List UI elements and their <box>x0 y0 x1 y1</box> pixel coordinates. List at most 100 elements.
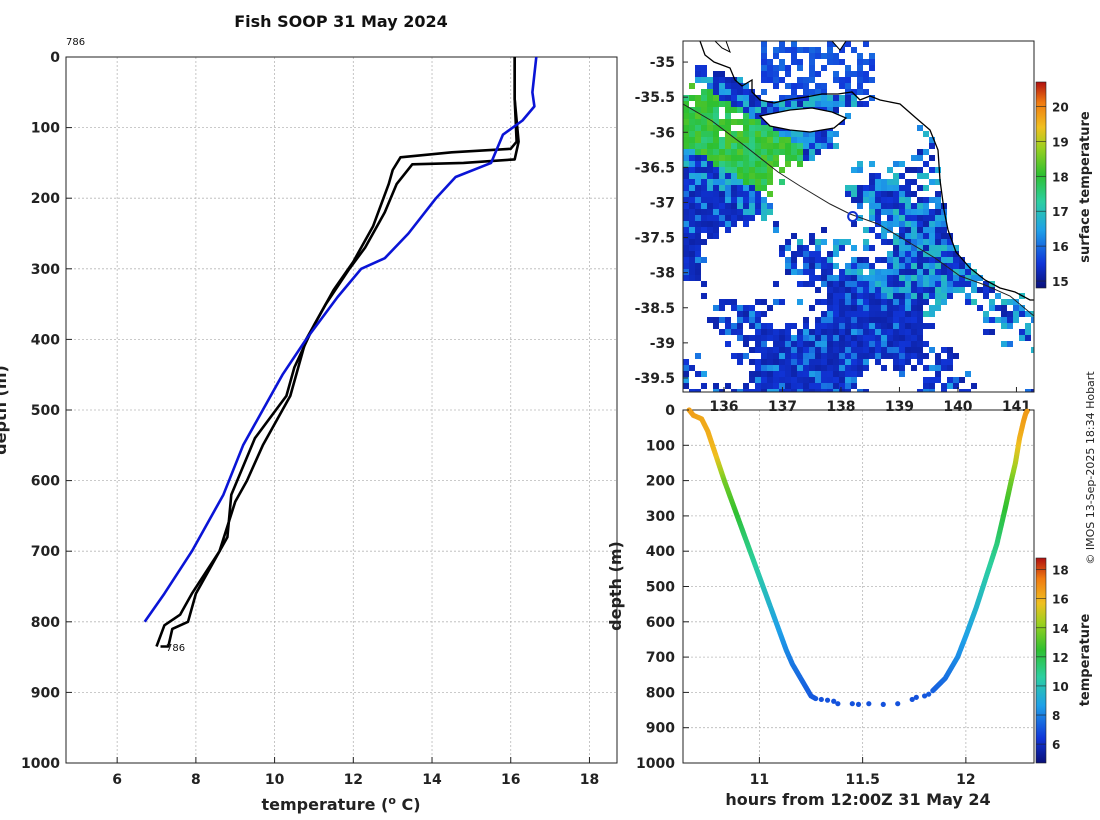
sst-cell <box>797 299 803 305</box>
sst-cell <box>701 107 707 113</box>
sst-cell <box>911 179 917 185</box>
sst-cell <box>809 347 815 353</box>
sst-cell <box>707 95 713 101</box>
sst-cell <box>755 335 761 341</box>
sst-cell <box>767 161 773 167</box>
sst-cell <box>821 377 827 383</box>
sst-cell <box>743 107 749 113</box>
sst-cell <box>815 275 821 281</box>
sst-colorbar-tick-label: 17 <box>1052 205 1069 219</box>
sst-cell <box>875 323 881 329</box>
sst-cell <box>743 383 749 389</box>
sst-cell <box>761 41 767 47</box>
sst-cell <box>845 287 851 293</box>
sst-cell <box>935 365 941 371</box>
sst-cell <box>905 257 911 263</box>
sst-cell <box>737 209 743 215</box>
sst-cell <box>695 251 701 257</box>
sst-cell <box>707 179 713 185</box>
sst-cell <box>827 377 833 383</box>
profile-x-tick-label: 10 <box>265 772 285 788</box>
sst-cell <box>869 161 875 167</box>
sst-cell <box>917 305 923 311</box>
sst-cell <box>797 161 803 167</box>
sst-cell <box>905 317 911 323</box>
sst-cell <box>815 95 821 101</box>
sst-cell <box>941 383 947 389</box>
sst-cell <box>869 215 875 221</box>
sst-cell <box>863 305 869 311</box>
sst-cell <box>833 311 839 317</box>
sst-cell <box>707 185 713 191</box>
sst-cell <box>701 161 707 167</box>
sst-cell <box>755 143 761 149</box>
sst-cell <box>863 41 869 47</box>
sst-cell <box>839 347 845 353</box>
sst-cell <box>809 149 815 155</box>
profile-line-profile-up <box>155 57 520 647</box>
sst-cell <box>827 335 833 341</box>
sst-cell <box>749 323 755 329</box>
sst-cell <box>695 95 701 101</box>
sst-cell <box>689 365 695 371</box>
sst-cell <box>761 59 767 65</box>
sst-cell <box>905 167 911 173</box>
sst-cell <box>899 185 905 191</box>
sst-cell <box>707 173 713 179</box>
sst-cell <box>719 305 725 311</box>
sst-cell <box>857 311 863 317</box>
sst-cell <box>911 167 917 173</box>
sst-cell <box>881 293 887 299</box>
sst-cell <box>767 191 773 197</box>
sst-cell <box>689 125 695 131</box>
sst-cell <box>971 299 977 305</box>
sst-cell <box>923 353 929 359</box>
sst-cell <box>887 269 893 275</box>
sst-cell <box>893 275 899 281</box>
sst-cell <box>839 365 845 371</box>
sst-cell <box>773 101 779 107</box>
sst-cell <box>713 83 719 89</box>
sst-cell <box>689 173 695 179</box>
dive-y-tick-label: 200 <box>646 474 675 490</box>
sst-cell <box>689 119 695 125</box>
sst-cell <box>869 347 875 353</box>
sst-cell <box>755 101 761 107</box>
sst-cell <box>863 89 869 95</box>
sst-cell <box>953 353 959 359</box>
sst-cell <box>803 89 809 95</box>
sst-cell <box>947 281 953 287</box>
sst-cell <box>701 281 707 287</box>
sst-cell <box>815 323 821 329</box>
sst-cell <box>863 335 869 341</box>
sst-cell <box>689 257 695 263</box>
dive-point <box>813 695 819 702</box>
sst-cell <box>803 377 809 383</box>
sst-cell <box>755 389 761 392</box>
sst-cell <box>923 365 929 371</box>
sst-cell <box>893 365 899 371</box>
sst-cell <box>851 101 857 107</box>
sst-cell <box>839 275 845 281</box>
sst-cell <box>695 131 701 137</box>
sst-cell <box>695 125 701 131</box>
sst-cell <box>683 275 689 281</box>
sst-cell <box>869 59 875 65</box>
sst-cell <box>737 179 743 185</box>
sst-cell <box>779 143 785 149</box>
sst-cell <box>689 137 695 143</box>
sst-cell <box>833 353 839 359</box>
sst-cell <box>695 179 701 185</box>
sst-cell <box>785 47 791 53</box>
sst-cell <box>881 299 887 305</box>
sst-cell <box>755 365 761 371</box>
sst-cell <box>851 263 857 269</box>
sst-cell <box>707 227 713 233</box>
sst-cell <box>845 347 851 353</box>
sst-cell <box>851 365 857 371</box>
dive-point <box>824 697 831 703</box>
sst-cell <box>857 161 863 167</box>
sst-cell <box>683 101 689 107</box>
sst-cell <box>869 173 875 179</box>
